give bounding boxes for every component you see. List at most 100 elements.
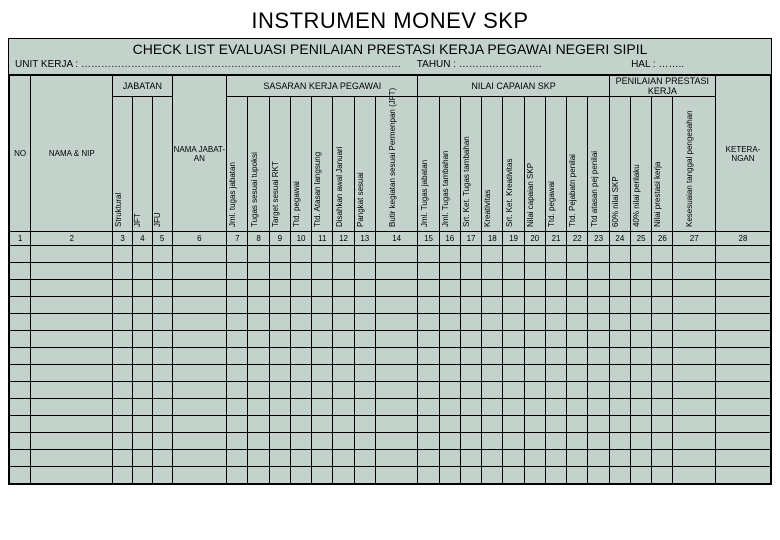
group-penilaian: PENILAIAN PRESTASI KERJA bbox=[609, 76, 715, 97]
table-cell bbox=[503, 382, 524, 399]
table-cell bbox=[503, 348, 524, 365]
table-cell bbox=[375, 297, 418, 314]
col-number: 14 bbox=[375, 232, 418, 246]
col-number: 12 bbox=[333, 232, 354, 246]
table-cell bbox=[545, 416, 566, 433]
table-cell bbox=[113, 467, 133, 484]
table-cell bbox=[545, 280, 566, 297]
col-40: 40% nilai perilaku bbox=[630, 97, 651, 232]
table-cell bbox=[715, 382, 770, 399]
table-cell bbox=[269, 450, 290, 467]
table-cell bbox=[290, 280, 311, 297]
table-cell bbox=[248, 348, 269, 365]
table-row bbox=[10, 365, 771, 382]
table-cell bbox=[673, 297, 716, 314]
table-cell bbox=[715, 246, 770, 263]
col-struktural: Struktural bbox=[113, 97, 133, 232]
table-cell bbox=[418, 314, 439, 331]
col-number: 20 bbox=[524, 232, 545, 246]
table-cell bbox=[31, 331, 113, 348]
col-kesesuaian: Kesesuaian tanggal pengesahan bbox=[673, 97, 716, 232]
table-cell bbox=[439, 433, 460, 450]
table-cell bbox=[152, 331, 172, 348]
header-meta-row: UNIT KERJA : ………………………………………………………………………… bbox=[15, 57, 765, 72]
table-cell bbox=[333, 314, 354, 331]
table-cell bbox=[172, 348, 227, 365]
table-cell bbox=[460, 450, 481, 467]
table-cell bbox=[567, 433, 588, 450]
col-butir: Butir kegiatan sesuai Permenpan (JFT) bbox=[375, 97, 418, 232]
col-number: 9 bbox=[269, 232, 290, 246]
table-cell bbox=[652, 263, 673, 280]
col-number: 28 bbox=[715, 232, 770, 246]
table-cell bbox=[524, 450, 545, 467]
table-cell bbox=[375, 263, 418, 280]
table-cell bbox=[248, 467, 269, 484]
table-cell bbox=[545, 314, 566, 331]
col-number: 10 bbox=[290, 232, 311, 246]
table-cell bbox=[545, 433, 566, 450]
table-cell bbox=[524, 263, 545, 280]
table-cell bbox=[545, 246, 566, 263]
table-cell bbox=[609, 467, 630, 484]
table-cell bbox=[524, 433, 545, 450]
table-cell bbox=[652, 331, 673, 348]
group-nilai: NILAI CAPAIAN SKP bbox=[418, 76, 609, 97]
table-cell bbox=[133, 331, 153, 348]
table-cell bbox=[673, 433, 716, 450]
table-cell bbox=[439, 450, 460, 467]
table-cell bbox=[333, 365, 354, 382]
table-cell bbox=[10, 399, 31, 416]
table-cell bbox=[503, 280, 524, 297]
table-cell bbox=[439, 280, 460, 297]
table-row bbox=[10, 263, 771, 280]
table-cell bbox=[609, 331, 630, 348]
table-cell bbox=[113, 433, 133, 450]
table-cell bbox=[673, 246, 716, 263]
table-cell bbox=[524, 382, 545, 399]
table-cell bbox=[609, 365, 630, 382]
table-cell bbox=[503, 450, 524, 467]
col-ttd-pegawai: Ttd. pegawai bbox=[290, 97, 311, 232]
table-cell bbox=[227, 348, 248, 365]
table-cell bbox=[312, 382, 333, 399]
table-cell bbox=[652, 297, 673, 314]
table-cell bbox=[630, 297, 651, 314]
col-ttd-atasan: Ttd. Atasan langsung bbox=[312, 97, 333, 232]
table-cell bbox=[673, 280, 716, 297]
table-row bbox=[10, 348, 771, 365]
table-cell bbox=[524, 314, 545, 331]
table-cell bbox=[312, 416, 333, 433]
table-cell bbox=[503, 467, 524, 484]
table-cell bbox=[10, 297, 31, 314]
evaluation-table: NO NAMA & NIP JABATAN NAMA JABAT-AN SASA… bbox=[9, 75, 771, 484]
table-cell bbox=[524, 331, 545, 348]
table-cell bbox=[545, 365, 566, 382]
table-cell bbox=[113, 382, 133, 399]
table-cell bbox=[460, 280, 481, 297]
table-row bbox=[10, 280, 771, 297]
table-cell bbox=[290, 314, 311, 331]
table-cell bbox=[10, 348, 31, 365]
table-cell bbox=[439, 297, 460, 314]
table-cell bbox=[172, 416, 227, 433]
col-nilai-capaian: Nilai capaian SKP bbox=[524, 97, 545, 232]
table-cell bbox=[31, 314, 113, 331]
table-cell bbox=[673, 416, 716, 433]
table-cell bbox=[567, 246, 588, 263]
table-cell bbox=[524, 348, 545, 365]
table-cell bbox=[133, 297, 153, 314]
table-cell bbox=[333, 467, 354, 484]
table-cell bbox=[312, 331, 333, 348]
table-cell bbox=[588, 399, 609, 416]
table-cell bbox=[172, 246, 227, 263]
table-cell bbox=[418, 348, 439, 365]
table-cell bbox=[418, 297, 439, 314]
col-keterangan: KETERA-NGAN bbox=[715, 76, 770, 232]
table-cell bbox=[439, 382, 460, 399]
table-cell bbox=[31, 399, 113, 416]
table-cell bbox=[269, 280, 290, 297]
col-number: 2 bbox=[31, 232, 113, 246]
table-cell bbox=[630, 331, 651, 348]
col-jfu: JFU bbox=[152, 97, 172, 232]
